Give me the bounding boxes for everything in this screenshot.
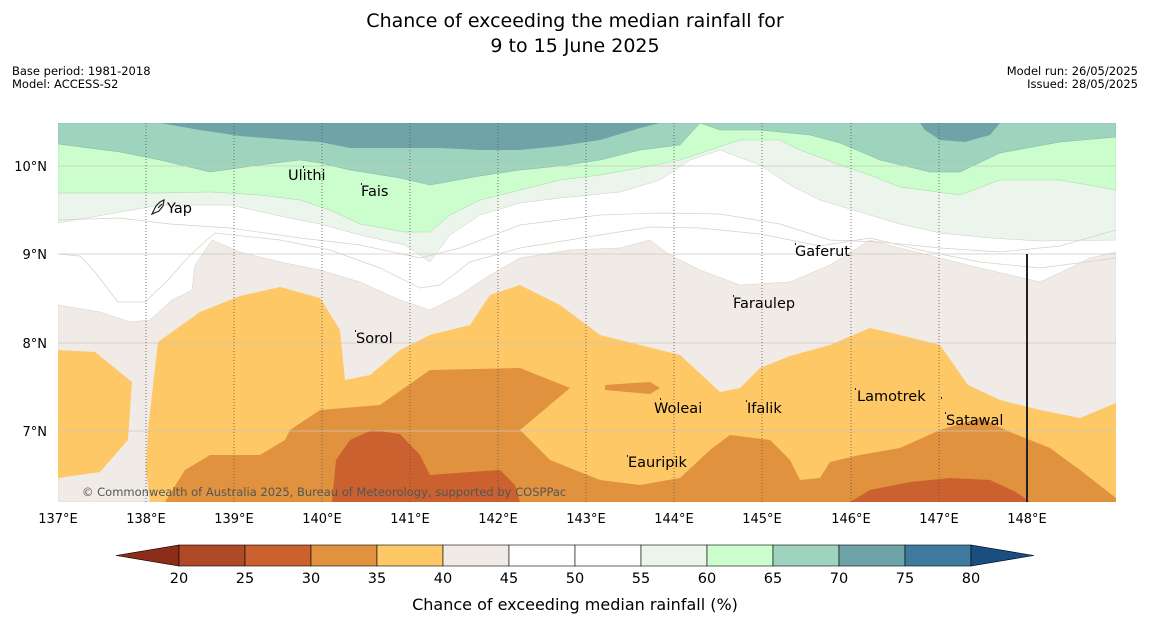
colorbar-tick-label: 80: [962, 571, 980, 587]
colorbar-segment: [376, 544, 444, 567]
rainfall-map: Yap Ulithi Fais Gaferut Faraulep Sorol L…: [58, 123, 1116, 502]
colorbar: [115, 544, 1035, 567]
contour-line-55: [58, 212, 1116, 259]
place-sorol: Sorol: [356, 331, 393, 347]
copyright-text: © Commonwealth of Australia 2025, Bureau…: [82, 485, 566, 499]
colorbar-tick-label: 20: [170, 571, 188, 587]
colorbar-tick-label: 40: [434, 571, 452, 587]
colorbar-segment: [508, 544, 576, 567]
place-yap: Yap: [166, 201, 192, 217]
lon-label-141e: 141°E: [390, 512, 430, 527]
colorbar-tick-label: 30: [302, 571, 320, 587]
colorbar-tick-label: 70: [830, 571, 848, 587]
colorbar-segment: [904, 544, 972, 567]
island-dots: [303, 166, 946, 457]
colorbar-segment: [310, 544, 378, 567]
colorbar-title: Chance of exceeding median rainfall (%): [412, 595, 738, 614]
colorbar-segment: [178, 544, 246, 567]
place-faraulep: Faraulep: [733, 296, 795, 312]
lon-label-145e: 145°E: [742, 512, 782, 527]
colorbar-tick-label: 55: [632, 571, 650, 587]
lon-label-140e: 140°E: [302, 512, 342, 527]
lon-labels: 137°E 138°E 139°E 140°E 141°E 142°E 143°…: [38, 512, 1047, 527]
band-70-75: [160, 123, 1000, 150]
lon-label-143e: 143°E: [566, 512, 606, 527]
place-woleai: Woleai: [654, 401, 702, 417]
place-gaferut: Gaferut: [795, 244, 850, 260]
lon-label-147e: 147°E: [919, 512, 959, 527]
lat-label-7n: 7°N: [23, 425, 48, 440]
yap-island: [150, 198, 165, 216]
colorbar-tick-label: 65: [764, 571, 782, 587]
colorbar-tick-label: 60: [698, 571, 716, 587]
contour-line-50: [58, 226, 1116, 303]
lon-label-142e: 142°E: [478, 512, 518, 527]
place-satawal: Satawal: [946, 413, 1003, 429]
colorbar-tick-label: 25: [236, 571, 254, 587]
colorbar-tick-label: 45: [500, 571, 518, 587]
lon-label-137e: 137°E: [38, 512, 78, 527]
lon-label-146e: 146°E: [831, 512, 871, 527]
model-run-text: Model run: 26/05/2025: [1006, 64, 1138, 78]
issued-text: Issued: 28/05/2025: [1027, 77, 1138, 91]
lat-label-9n: 9°N: [23, 248, 48, 263]
place-ifalik: Ifalik: [747, 401, 782, 417]
map-title: Chance of exceeding the median rainfall …: [0, 9, 1150, 59]
lon-label-138e: 138°E: [126, 512, 166, 527]
lat-label-10n: 10°N: [14, 160, 47, 175]
meta-right: Model run: 26/05/2025 Issued: 28/05/2025: [1007, 65, 1138, 91]
place-ulithi: Ulithi: [288, 168, 326, 184]
colorbar-segment: [706, 544, 774, 567]
place-lamotrek: Lamotrek: [857, 389, 926, 405]
model-text: Model: ACCESS-S2: [12, 77, 119, 91]
colorbar-segment: [640, 544, 708, 567]
colorbar-segment: [574, 544, 642, 567]
colorbar-ticks: 20 25 30 35 40 45 50 55 60 65 70 75 80: [170, 571, 980, 587]
lon-label-148e: 148°E: [1007, 512, 1047, 527]
place-eauripik: Eauripik: [628, 455, 687, 471]
lon-label-139e: 139°E: [214, 512, 254, 527]
meta-left: Base period: 1981-2018 Model: ACCESS-S2: [12, 65, 151, 91]
colorbar-extend-low: [115, 544, 180, 567]
lon-gridlines: [145, 123, 940, 502]
colorbar-segment: [442, 544, 510, 567]
title-line-1: Chance of exceeding the median rainfall …: [366, 10, 784, 32]
colorbar-segment: [244, 544, 312, 567]
colorbar-segment: [838, 544, 906, 567]
lon-label-144e: 144°E: [654, 512, 694, 527]
colorbar-extend-high: [970, 544, 1035, 567]
lat-label-8n: 8°N: [23, 337, 48, 352]
lat-gridlines: [58, 165, 1116, 432]
colorbar-tick-label: 35: [368, 571, 386, 587]
band-25-30: [332, 430, 1030, 502]
title-line-2: 9 to 15 June 2025: [490, 35, 660, 57]
place-fais: Fais: [361, 184, 388, 200]
colorbar-tick-label: 75: [896, 571, 914, 587]
colorbar-tick-label: 50: [566, 571, 584, 587]
colorbar-segment: [772, 544, 840, 567]
base-period-text: Base period: 1981-2018: [12, 64, 151, 78]
